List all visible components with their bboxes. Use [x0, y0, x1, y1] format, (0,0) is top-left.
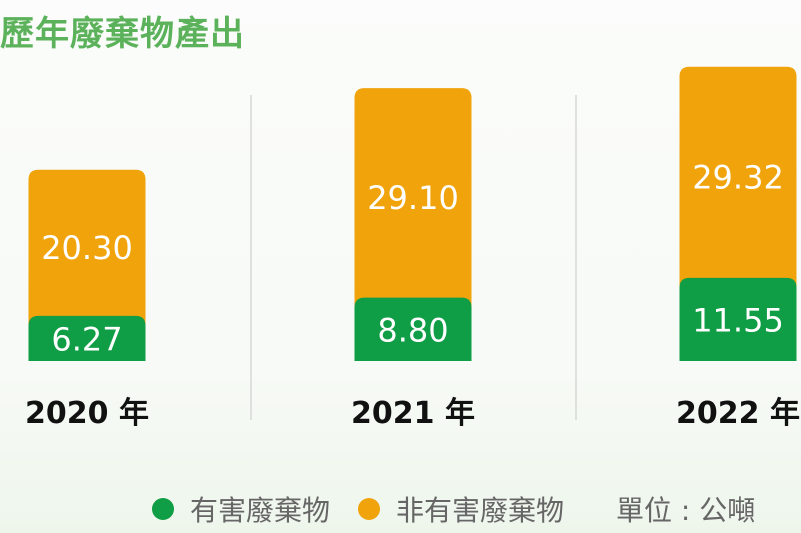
legend-swatch-non-hazardous [358, 498, 381, 520]
bar-non-hazardous-2 [354, 88, 472, 362]
chart-plot: 20.30 6.27 2020 年 29.10 8.80 2021 年 29.32 11.55… [25, 66, 800, 431]
unit-label: 單位 : 公噸 [616, 494, 756, 527]
value-label-non-hazardous-3: 29.32 [692, 158, 784, 196]
value-label-hazardous-3: 11.55 [692, 301, 784, 339]
legend-item-non-hazardous: 非有害廢棄物 [358, 489, 564, 529]
legend: 有害廢棄物 非有害廢棄物 單位 : 公噸 [152, 489, 755, 529]
bar-non-hazardous-1 [28, 169, 146, 361]
legend-swatch-hazardous [152, 498, 174, 520]
category-label-1: 2020 年 [25, 396, 149, 431]
category-label-3: 2022 年 [676, 396, 800, 431]
bar-hazardous-3 [679, 277, 797, 361]
chart-title: 歷年廢棄物產出 [0, 14, 245, 54]
bar-hazardous-2 [354, 297, 472, 361]
legend-item-hazardous: 有害廢棄物 [152, 489, 330, 529]
value-label-non-hazardous-1: 20.30 [41, 229, 133, 267]
legend-label-non-hazardous: 非有害廢棄物 [396, 494, 565, 527]
category-label-2: 2021 年 [351, 396, 475, 431]
value-label-hazardous-2: 8.80 [377, 311, 448, 349]
value-label-hazardous-1: 6.27 [51, 320, 122, 358]
legend-label-hazardous: 有害廢棄物 [190, 494, 331, 527]
value-label-non-hazardous-2: 29.10 [367, 179, 459, 217]
bar-hazardous-1 [28, 315, 146, 361]
